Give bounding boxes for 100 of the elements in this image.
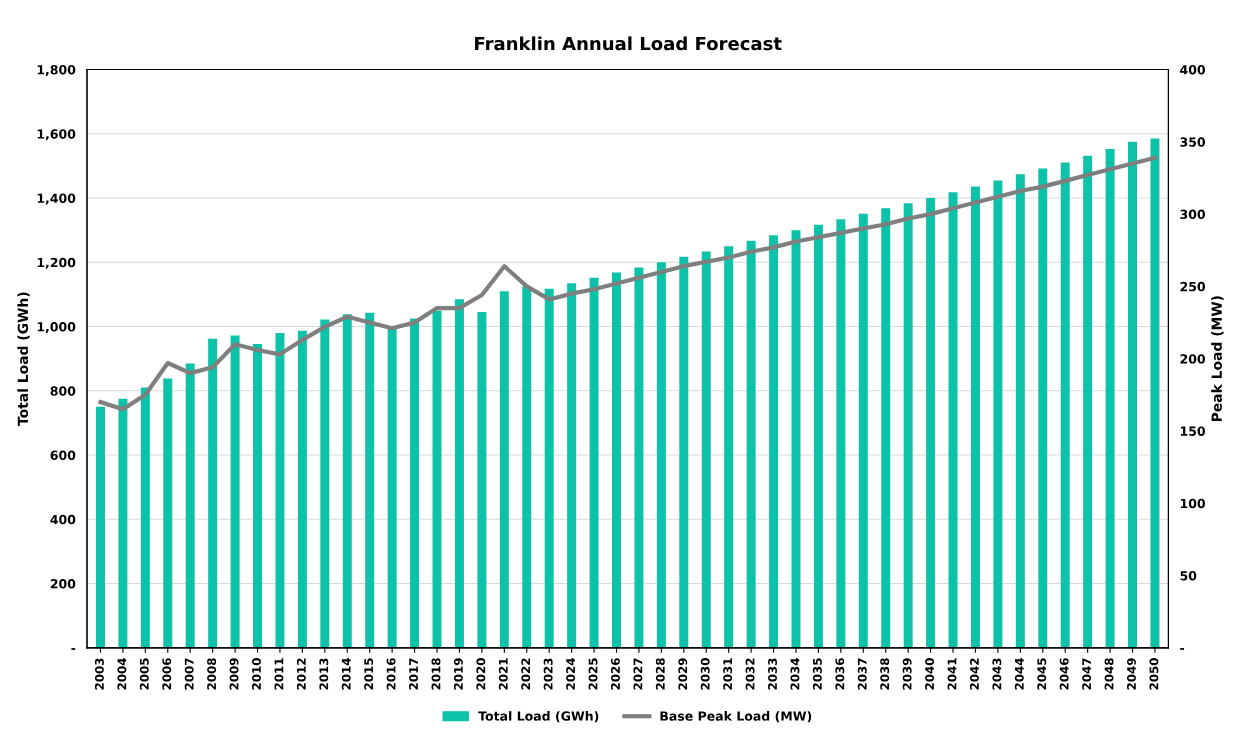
x-tick-label: 2041 bbox=[947, 658, 957, 690]
bar bbox=[477, 312, 487, 648]
x-tick-label: 2036 bbox=[835, 658, 845, 690]
x-tick-label: 2013 bbox=[319, 658, 329, 690]
bar bbox=[1105, 148, 1115, 648]
bar bbox=[791, 230, 801, 648]
x-tick-label: 2019 bbox=[453, 658, 463, 690]
bar bbox=[163, 378, 173, 648]
x-tick-label: 2021 bbox=[498, 658, 508, 690]
bar bbox=[701, 251, 711, 648]
bar bbox=[881, 208, 891, 648]
bar bbox=[118, 398, 128, 648]
x-tick-label: 2048 bbox=[1104, 658, 1114, 690]
legend-label: Base Peak Load (MW) bbox=[660, 711, 812, 723]
y-tick-label: - bbox=[71, 648, 76, 650]
bar bbox=[185, 363, 195, 648]
y-axis-title: Total Load (GWh) bbox=[17, 292, 30, 426]
x-tick-label: 2012 bbox=[296, 658, 306, 690]
x-tick-label: 2016 bbox=[386, 658, 396, 690]
y-tick-label: 600 bbox=[50, 450, 76, 460]
bar bbox=[1038, 168, 1048, 648]
y2-tick-label: 100 bbox=[1180, 498, 1206, 509]
bar bbox=[746, 240, 756, 648]
bar bbox=[836, 219, 846, 648]
bar bbox=[948, 192, 958, 648]
y2-tick-label: 300 bbox=[1180, 209, 1206, 220]
bar bbox=[769, 235, 779, 648]
bar bbox=[140, 387, 150, 648]
x-tick-label: 2031 bbox=[723, 658, 733, 690]
bar bbox=[926, 198, 936, 648]
x-tick-label: 2020 bbox=[476, 658, 486, 690]
y2-axis-title: Peak Load (MW) bbox=[1211, 296, 1224, 422]
x-tick-label: 2022 bbox=[521, 658, 531, 690]
y-tick-label: 200 bbox=[50, 579, 76, 589]
x-tick-label: 2005 bbox=[139, 658, 149, 690]
y2-tick-label: 350 bbox=[1180, 137, 1206, 147]
x-tick-label: 2014 bbox=[341, 658, 351, 690]
chart-title: Franklin Annual Load Forecast bbox=[475, 36, 782, 51]
bar bbox=[724, 246, 734, 648]
bar bbox=[656, 262, 666, 648]
y2-tick-label: 250 bbox=[1180, 281, 1206, 292]
y2-tick-label: 150 bbox=[1180, 426, 1206, 436]
bar bbox=[589, 277, 599, 648]
bar bbox=[522, 286, 532, 648]
x-tick-label: 2026 bbox=[610, 658, 620, 690]
bar bbox=[1015, 174, 1025, 648]
x-tick-label: 2045 bbox=[1037, 658, 1047, 690]
bar bbox=[1150, 138, 1160, 648]
x-tick-label: 2011 bbox=[274, 658, 284, 690]
x-tick-label: 2037 bbox=[857, 658, 867, 690]
x-tick-label: 2015 bbox=[364, 658, 374, 690]
bar bbox=[365, 312, 375, 648]
y2-tick-label: - bbox=[1180, 648, 1185, 650]
bar bbox=[1060, 162, 1070, 648]
x-tick-label: 2033 bbox=[768, 658, 777, 690]
y-tick-label: 800 bbox=[50, 386, 76, 396]
bar bbox=[567, 283, 577, 648]
x-tick-label: 2006 bbox=[162, 658, 172, 690]
bar bbox=[970, 186, 980, 648]
y2-tick-label: 400 bbox=[1180, 65, 1206, 75]
x-tick-label: 2004 bbox=[117, 658, 127, 690]
bar bbox=[634, 267, 644, 648]
y-tick-label: 400 bbox=[50, 514, 76, 525]
bar bbox=[253, 343, 263, 648]
x-tick-label: 2028 bbox=[655, 658, 665, 690]
x-tick-label: 2034 bbox=[790, 658, 800, 690]
x-tick-label: 2043 bbox=[992, 658, 1002, 690]
x-tick-label: 2003 bbox=[94, 658, 104, 690]
legend-label: Total Load (GWh) bbox=[478, 711, 599, 723]
bar bbox=[95, 406, 105, 648]
x-tick-label: 2027 bbox=[633, 658, 643, 690]
bar bbox=[1128, 141, 1138, 648]
y-tick-label: 1,800 bbox=[37, 65, 76, 77]
bar bbox=[342, 314, 352, 648]
x-tick-label: 2008 bbox=[207, 658, 217, 690]
x-tick-label: 2040 bbox=[925, 658, 935, 690]
bar bbox=[679, 256, 689, 648]
y-tick-label: 1,400 bbox=[37, 193, 76, 205]
x-tick-label: 2024 bbox=[566, 658, 576, 690]
x-tick-label: 2046 bbox=[1059, 658, 1069, 690]
x-tick-label: 2049 bbox=[1127, 658, 1136, 690]
x-tick-label: 2017 bbox=[409, 658, 418, 690]
x-tick-label: 2010 bbox=[252, 658, 261, 690]
x-tick-label: 2038 bbox=[880, 658, 890, 690]
bar bbox=[858, 213, 868, 648]
y2-tick-label: 200 bbox=[1180, 354, 1206, 364]
x-tick-label: 2035 bbox=[812, 658, 822, 690]
bar bbox=[297, 330, 307, 648]
x-tick-label: 2023 bbox=[543, 658, 553, 690]
bar bbox=[230, 335, 240, 648]
x-tick-label: 2030 bbox=[700, 658, 710, 690]
y-tick-label: 1,200 bbox=[37, 257, 76, 269]
bar bbox=[387, 327, 397, 648]
x-tick-label: 2050 bbox=[1149, 658, 1159, 690]
x-tick-label: 2032 bbox=[745, 658, 755, 690]
line-series bbox=[98, 155, 1158, 412]
y-tick-label: 1,600 bbox=[37, 129, 76, 141]
x-tick-label: 2044 bbox=[1014, 658, 1024, 690]
x-tick-label: 2007 bbox=[184, 658, 194, 690]
x-tick-label: 2025 bbox=[588, 658, 598, 690]
